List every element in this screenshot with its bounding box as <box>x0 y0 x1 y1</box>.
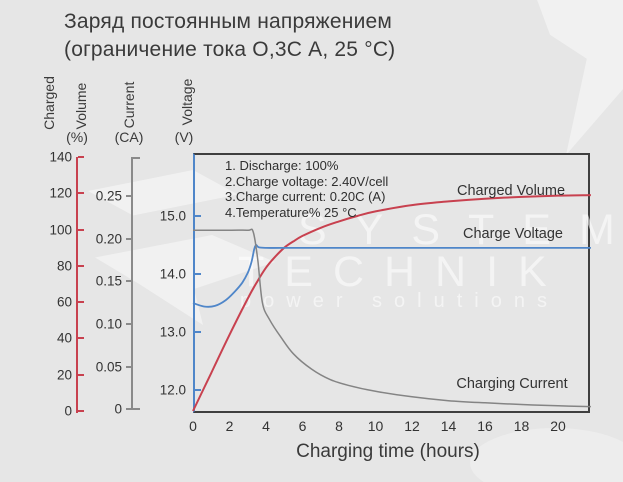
percent-tick <box>78 337 84 340</box>
percent-tick <box>78 228 84 231</box>
x-tick-label: 0 <box>189 418 197 434</box>
percent-tick-label: 120 <box>49 185 72 201</box>
y-axis-caption-current: Current <box>121 81 137 129</box>
y-axis-unit-ca: (CA) <box>114 129 144 145</box>
note-charge-voltage: 2.Charge voltage: 2.40V/cell <box>225 173 389 189</box>
x-tick-label: 16 <box>477 418 493 434</box>
voltage-tick-label: 13.0 <box>159 324 186 340</box>
percent-tick <box>78 156 84 158</box>
y-axis-unit-v: (V) <box>174 129 194 145</box>
y-axis-caption-voltage: Voltage <box>179 78 195 126</box>
current-tick <box>126 237 131 240</box>
curve-label-charge-voltage: Charge Voltage <box>463 226 563 242</box>
x-tick-label: 20 <box>550 418 566 434</box>
current-tick-label: 0.20 <box>95 231 122 247</box>
note-temperature: 4.Temperature% 25 °C <box>225 204 357 220</box>
current-tick-label: 0.10 <box>95 316 122 332</box>
current-tick-label: 0.05 <box>95 359 122 375</box>
voltage-tick <box>195 273 201 275</box>
watermark-shape-top-right <box>526 0 623 155</box>
x-tick-label: 10 <box>367 418 384 434</box>
current-tick <box>126 280 131 283</box>
current-axis-bottom-hook <box>131 408 140 410</box>
percent-tick-label: 20 <box>56 367 72 383</box>
percent-tick <box>78 301 84 304</box>
watermark-shape-bottom-right <box>470 428 623 482</box>
current-tick-label: 0.25 <box>95 188 122 204</box>
y-axis-unit-percent: (%) <box>66 129 88 145</box>
voltage-tick <box>195 215 201 217</box>
current-tick-label: 0.15 <box>95 273 122 289</box>
percent-axis-line <box>76 157 78 413</box>
note-discharge: 1. Discharge: 100% <box>225 158 339 173</box>
current-tick-label: 0 <box>114 401 122 417</box>
y-axis-caption-charged: Charged <box>41 76 57 130</box>
percent-tick <box>78 410 84 412</box>
voltage-tick-label: 12.0 <box>159 382 186 398</box>
percent-tick-label: 100 <box>49 222 72 238</box>
curve-label-charged-volume: Charged Volume <box>456 183 566 199</box>
percent-tick-label: 140 <box>49 149 72 165</box>
curve-label-charging-current: Charging Current <box>456 376 568 392</box>
percent-tick-label: 0 <box>64 403 72 419</box>
percent-tick-label: 80 <box>56 258 72 274</box>
page-title: Заряд постоянным напряжением (ограничени… <box>64 8 395 64</box>
current-axis-top-hook <box>131 157 140 159</box>
x-tick-label: 14 <box>440 418 457 434</box>
current-axis-line <box>131 157 133 410</box>
x-tick-label: 12 <box>404 418 420 434</box>
page-title-line2: (ограничение тока О,3С А, 25 °С) <box>64 38 396 61</box>
current-tick <box>126 323 131 325</box>
voltage-tick-label: 15.0 <box>159 208 186 224</box>
percent-tick <box>78 373 84 376</box>
voltage-tick-label: 14.0 <box>159 266 186 282</box>
x-tick-label: 6 <box>298 418 307 434</box>
current-tick <box>126 195 131 198</box>
current-tick <box>126 408 131 411</box>
voltage-tick <box>195 331 201 333</box>
x-tick-label: 4 <box>262 418 270 434</box>
watermark-line3: power solutions <box>240 290 559 312</box>
x-axis-title: Charging time (hours) <box>296 441 480 462</box>
chart-notes: 1. Discharge: 100% 2.Charge voltage: 2.4… <box>225 158 388 220</box>
y-axis-caption-volume: Volume <box>73 82 89 130</box>
x-tick-label: 18 <box>513 418 530 434</box>
percent-tick <box>78 192 84 195</box>
percent-tick <box>78 264 84 267</box>
current-tick <box>126 365 131 368</box>
x-tick-label: 2 <box>225 418 234 434</box>
x-tick-label: 8 <box>335 418 343 434</box>
percent-tick-label: 40 <box>56 330 72 346</box>
page-title-line1: Заряд постоянным напряжением <box>64 10 393 33</box>
voltage-tick <box>195 389 201 391</box>
percent-tick-label: 60 <box>56 294 72 310</box>
note-charge-current: 3.Charge current: 0.20C (A) <box>225 189 386 204</box>
